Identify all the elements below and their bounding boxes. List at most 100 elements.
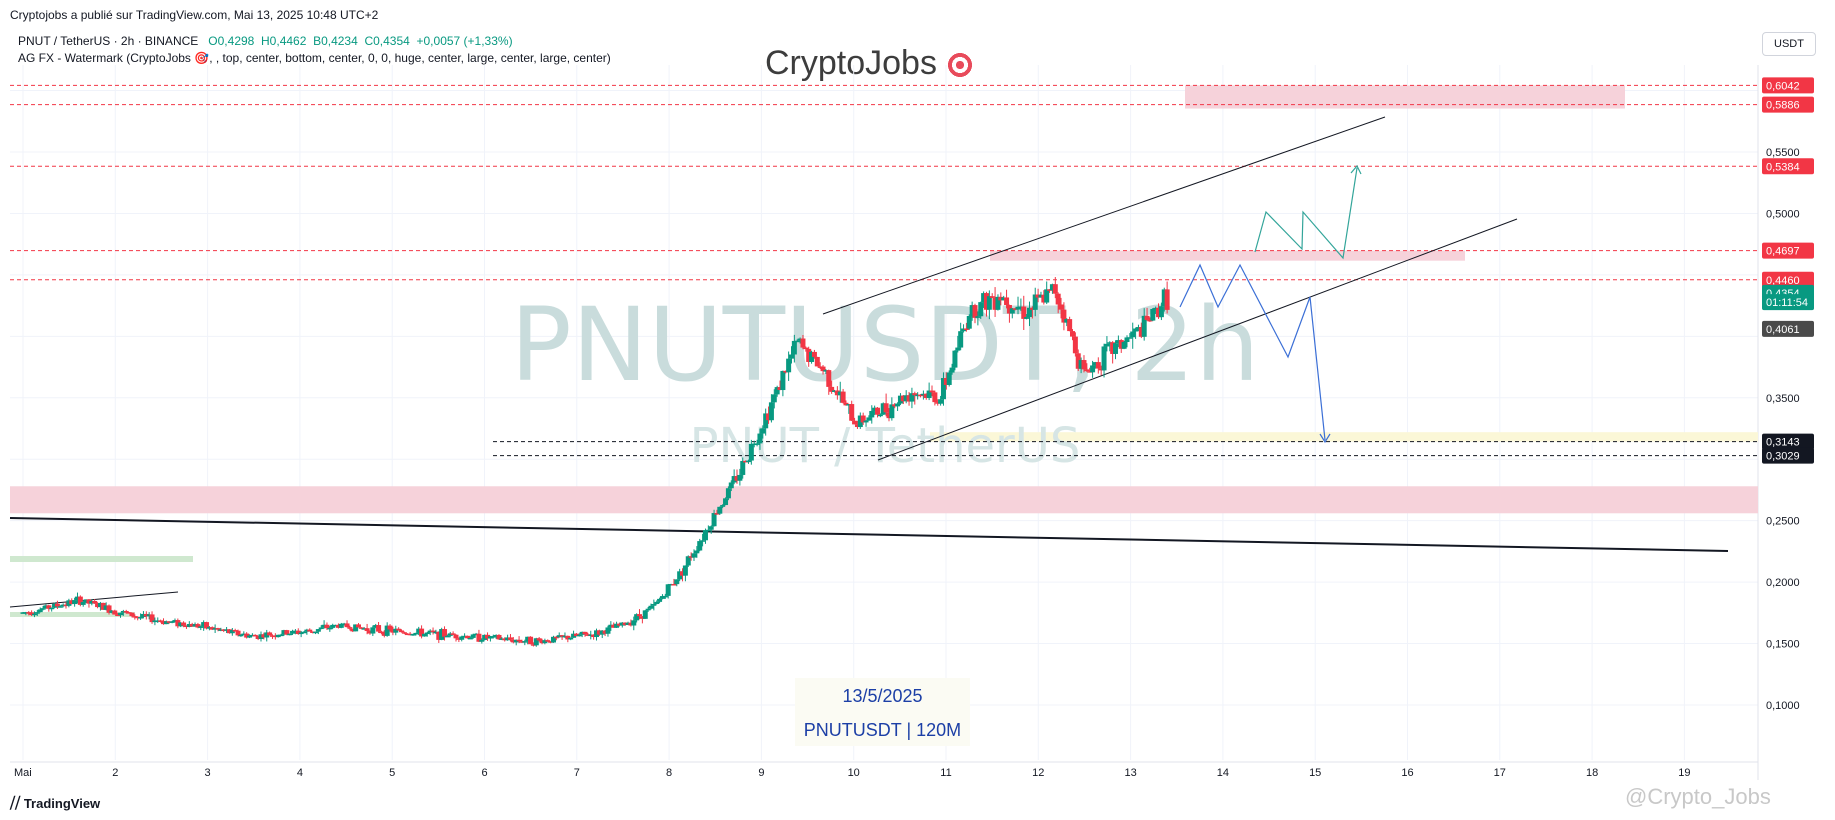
candle-body (625, 622, 631, 626)
candle-body (671, 584, 677, 586)
candle-body (31, 613, 37, 616)
price-label-bg (1762, 242, 1814, 259)
candle-body (895, 403, 901, 407)
x-tick-label: 4 (297, 767, 303, 779)
x-tick-label: 15 (1309, 767, 1321, 779)
candle-body (918, 394, 924, 397)
price-label-bg (1762, 96, 1814, 113)
candle-body (1078, 360, 1084, 369)
candle-body (668, 584, 674, 586)
candle-body (943, 378, 949, 385)
candle-body (1113, 343, 1119, 354)
x-tick-label: 2 (112, 767, 118, 779)
candle-body (892, 404, 898, 407)
candle-body (247, 635, 253, 638)
candle-body (100, 602, 106, 610)
price-labels: 0,60420,58860,53840,46970,44600,435401:1… (1762, 77, 1814, 464)
candle-body (1095, 362, 1101, 369)
candle-body (1032, 294, 1038, 310)
price-label: 0,3143 (1766, 437, 1800, 449)
candle-body (295, 630, 301, 635)
candle-body (1044, 289, 1050, 303)
candle-body (826, 370, 832, 387)
x-tick-label: 7 (574, 767, 580, 779)
candle-body (728, 482, 734, 489)
candle-body (413, 632, 419, 635)
candle-body (335, 624, 341, 628)
candle-body (1058, 304, 1064, 310)
candle-body (576, 634, 582, 637)
candle-body (548, 641, 554, 643)
candle-body (700, 540, 706, 542)
candle-body (350, 628, 356, 632)
candle-body (149, 614, 155, 623)
candle-body (83, 599, 89, 603)
x-tick-label: 16 (1401, 767, 1413, 779)
logo-icon: ⧸⧸ (10, 795, 21, 812)
candle-body (829, 386, 835, 392)
candle-body (132, 616, 138, 618)
candle-body (748, 443, 754, 461)
candle-body (662, 595, 668, 598)
candle-body (837, 391, 843, 396)
candle-body (499, 638, 505, 640)
symbol-legend[interactable]: PNUT / TetherUS · 2h · BINANCE O0,4298 H… (18, 34, 513, 48)
candle-body (344, 623, 350, 628)
candle-body (373, 625, 379, 628)
resistance-zone (990, 250, 1465, 261)
candle-body (740, 460, 746, 475)
candle-body (536, 638, 542, 641)
candle-body (539, 640, 545, 644)
candle-body (1141, 315, 1147, 337)
candle-body (393, 628, 399, 633)
x-tick-label: 13 (1124, 767, 1136, 779)
candle-body (608, 624, 614, 628)
candle-body (519, 641, 525, 643)
candle-body (467, 637, 473, 640)
tradingview-logo[interactable]: ⧸⧸ TradingView (10, 795, 100, 812)
candle-body (72, 600, 78, 605)
candle-body (338, 623, 344, 628)
candle-body (255, 635, 261, 639)
candle-body (261, 634, 267, 638)
candle-body (674, 579, 680, 585)
candle-body (972, 305, 978, 318)
candle-body (284, 630, 290, 635)
candle-body (757, 433, 763, 444)
candle-body (935, 402, 941, 404)
candle-body (459, 636, 465, 640)
candle-body (631, 620, 637, 626)
candle-body (281, 630, 287, 635)
candle-body (444, 635, 450, 638)
y-tick-label: 0,5000 (1766, 208, 1800, 220)
candle-body (241, 633, 247, 636)
price-label-bg (1762, 158, 1814, 175)
candle-body (324, 624, 330, 629)
demand-zone (10, 556, 193, 562)
candle-body (915, 394, 921, 397)
candle-body (849, 404, 855, 421)
trend-line (9, 517, 1729, 552)
candle-body (186, 623, 192, 627)
candle-body (1144, 315, 1150, 320)
candle-body (777, 387, 783, 391)
candle-body (135, 616, 141, 619)
candle-body (743, 460, 749, 463)
currency-button[interactable]: USDT (1762, 32, 1816, 56)
candle-body (562, 635, 568, 638)
candle-body (1133, 328, 1139, 332)
candle-body (201, 622, 207, 627)
demand-zone (10, 612, 135, 617)
candle-body (737, 474, 743, 481)
candle-body (513, 639, 519, 643)
candle-body (691, 553, 697, 558)
candle-body (97, 602, 103, 608)
candle-body (447, 633, 453, 636)
candle-body (852, 420, 858, 425)
candle-body (751, 443, 757, 446)
indicator-legend[interactable]: AG FX - Watermark (CryptoJobs 🎯, , top, … (18, 51, 611, 65)
candle-body (1156, 307, 1162, 318)
candle-body (209, 627, 215, 630)
candle-body (651, 603, 657, 606)
